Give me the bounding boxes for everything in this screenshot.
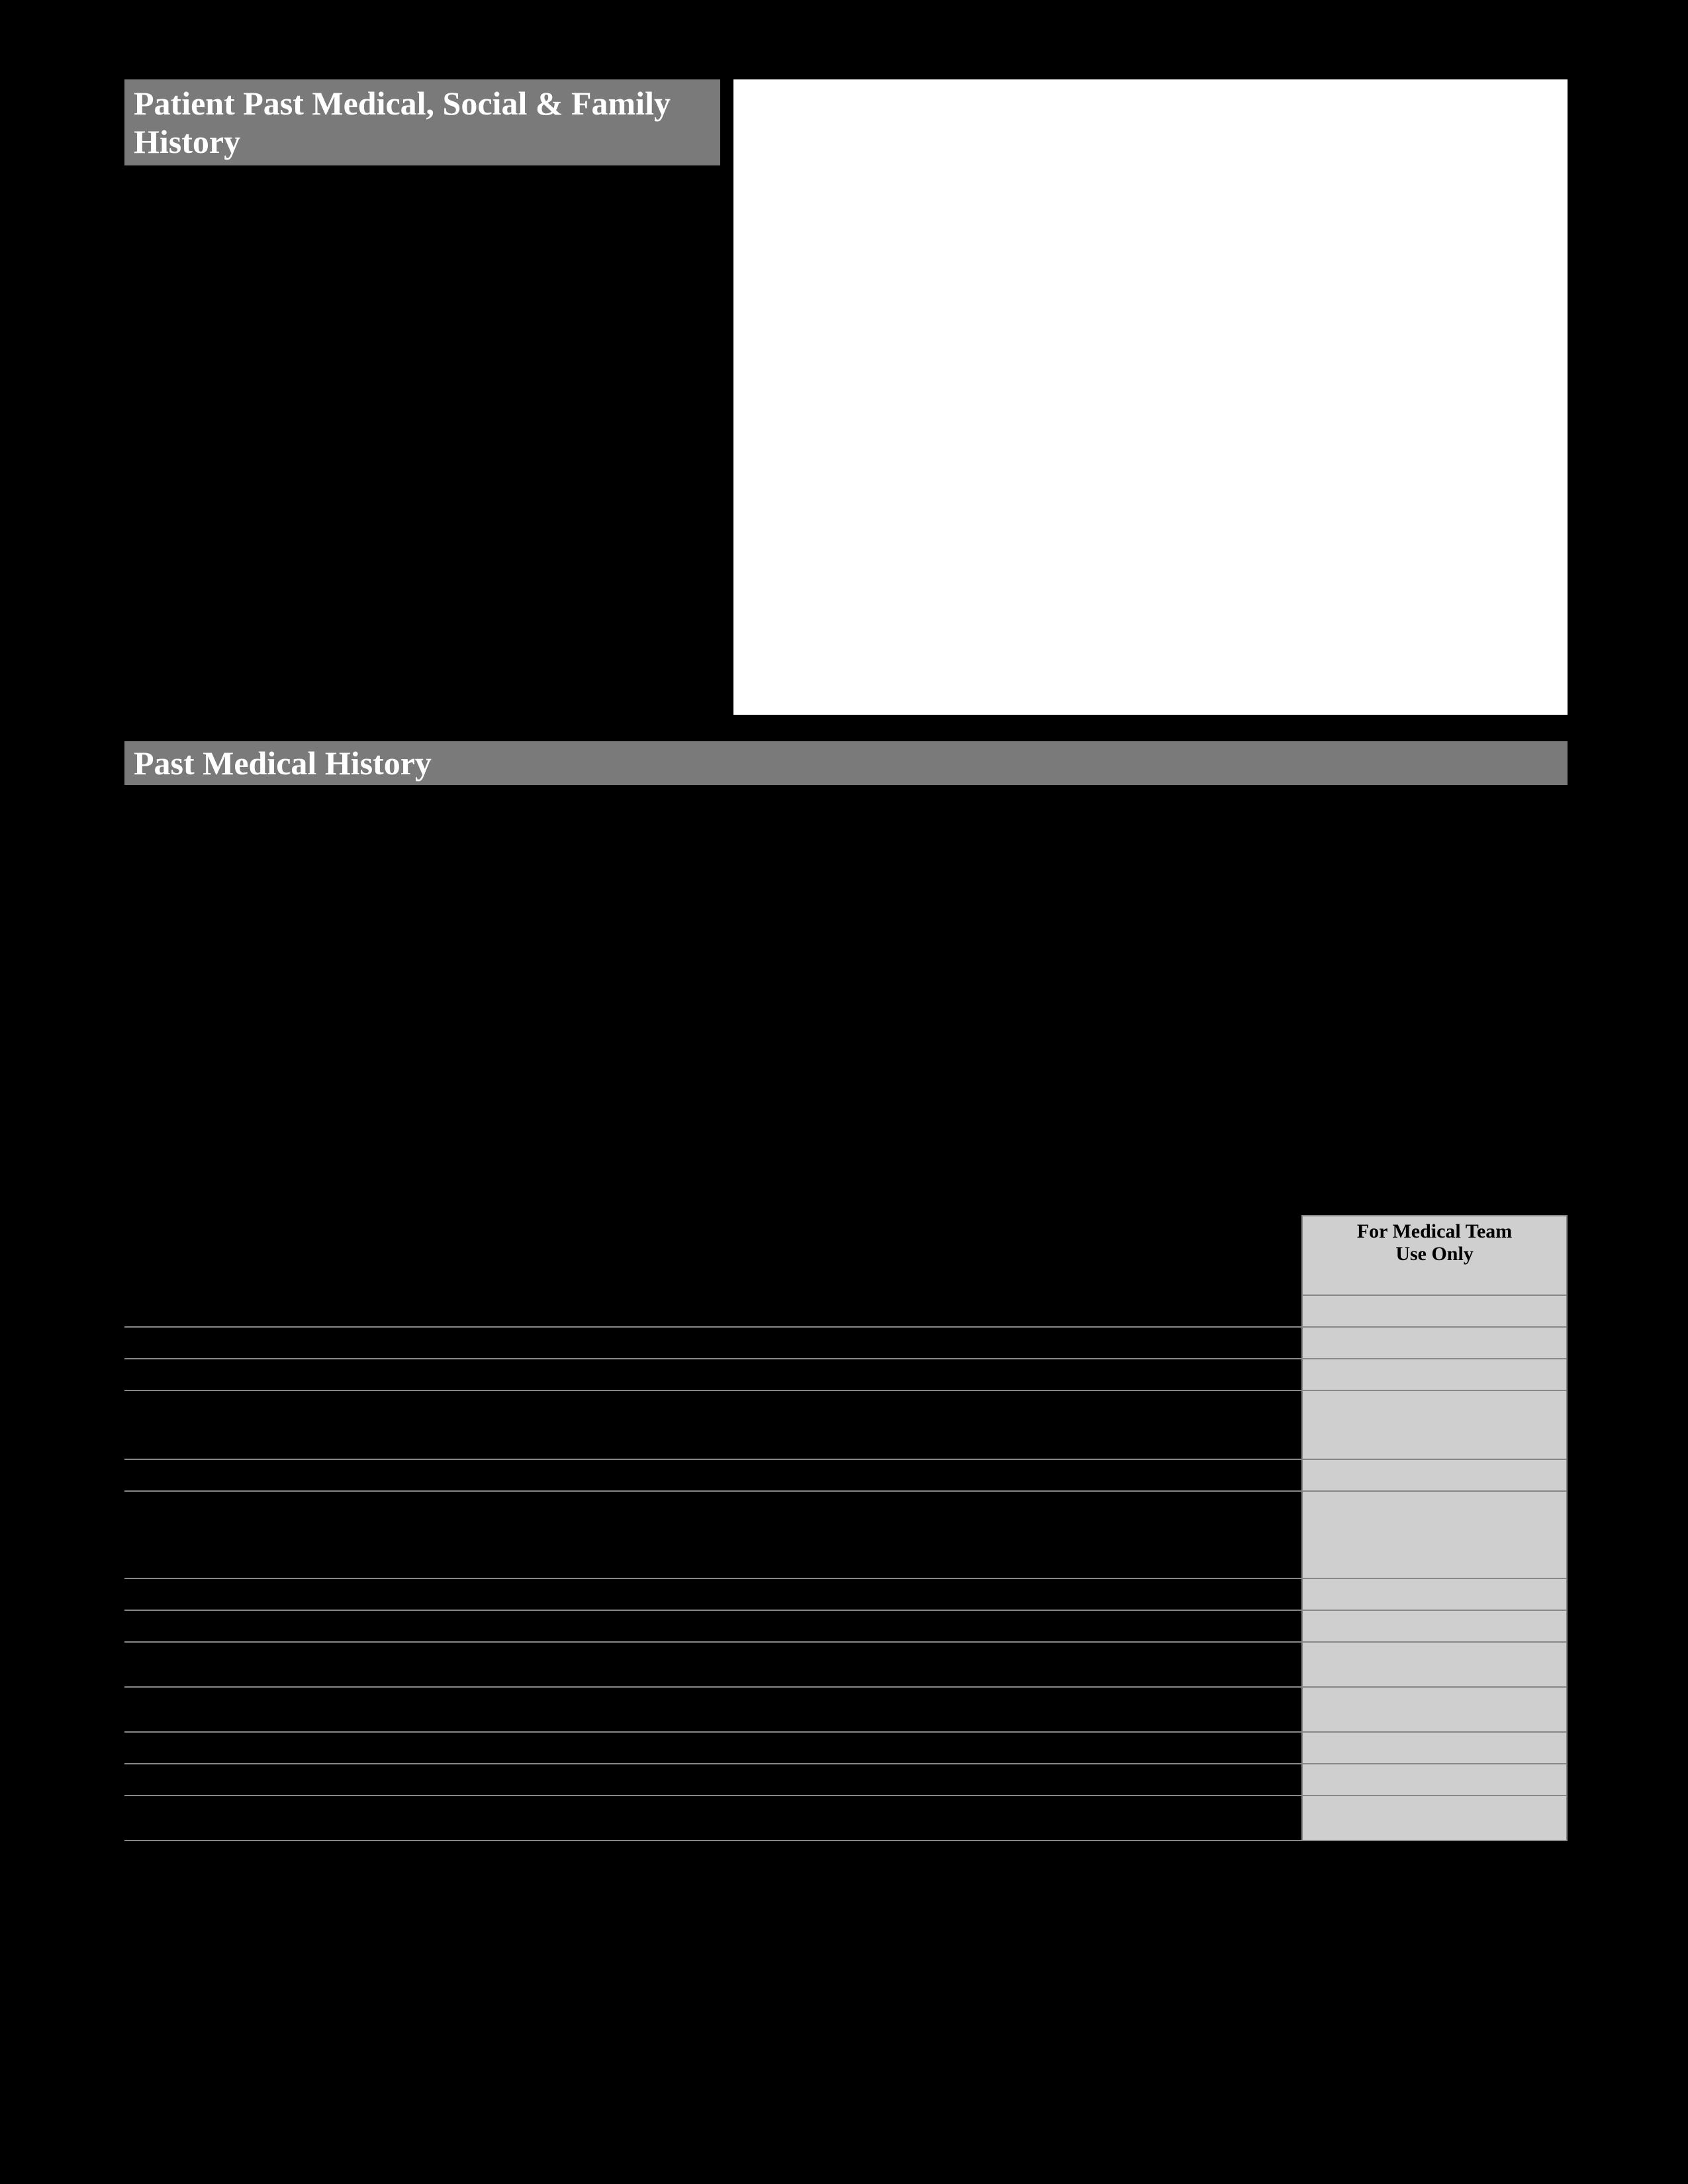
right-header-line1: For Medical Team xyxy=(1303,1220,1566,1243)
info-panel xyxy=(733,79,1568,715)
table-cell-left[interactable] xyxy=(124,1491,1302,1578)
table-cell-right[interactable] xyxy=(1302,1327,1567,1359)
table-cell-right[interactable] xyxy=(1302,1459,1567,1491)
table-cell-right[interactable] xyxy=(1302,1642,1567,1687)
table-cell-right[interactable] xyxy=(1302,1390,1567,1459)
table-cell-left[interactable] xyxy=(124,1687,1302,1732)
table-cell-left[interactable] xyxy=(124,1459,1302,1491)
page-content: Patient Past Medical, Social & Family Hi… xyxy=(124,79,1568,1841)
table-row xyxy=(124,1642,1567,1687)
table-cell-right[interactable] xyxy=(1302,1295,1567,1327)
right-header-line2: Use Only xyxy=(1303,1243,1566,1265)
table-row xyxy=(124,1459,1567,1491)
table-cell-left[interactable] xyxy=(124,1642,1302,1687)
table-cell-right[interactable] xyxy=(1302,1796,1567,1841)
top-row: Patient Past Medical, Social & Family Hi… xyxy=(124,79,1568,715)
table-row xyxy=(124,1687,1567,1732)
table-row xyxy=(124,1610,1567,1642)
table-row xyxy=(124,1359,1567,1390)
table-cell-left[interactable] xyxy=(124,1764,1302,1796)
table-cell-right[interactable] xyxy=(1302,1732,1567,1764)
history-table-wrapper: For Medical Team Use Only xyxy=(124,1215,1568,1841)
table-row xyxy=(124,1796,1567,1841)
table-cell-left[interactable] xyxy=(124,1390,1302,1459)
table-row xyxy=(124,1732,1567,1764)
table-header-right: For Medical Team Use Only xyxy=(1302,1216,1567,1295)
table-row xyxy=(124,1295,1567,1327)
table-cell-right[interactable] xyxy=(1302,1491,1567,1578)
table-cell-right[interactable] xyxy=(1302,1359,1567,1390)
table-header-left xyxy=(124,1216,1302,1295)
table-cell-left[interactable] xyxy=(124,1327,1302,1359)
table-row xyxy=(124,1491,1567,1578)
table-cell-right[interactable] xyxy=(1302,1578,1567,1610)
table-cell-left[interactable] xyxy=(124,1796,1302,1841)
table-cell-left[interactable] xyxy=(124,1295,1302,1327)
table-row xyxy=(124,1764,1567,1796)
table-header-row: For Medical Team Use Only xyxy=(124,1216,1567,1295)
table-cell-right[interactable] xyxy=(1302,1687,1567,1732)
document-title: Patient Past Medical, Social & Family Hi… xyxy=(124,79,720,165)
table-cell-left[interactable] xyxy=(124,1732,1302,1764)
history-table: For Medical Team Use Only xyxy=(124,1215,1568,1841)
table-row xyxy=(124,1578,1567,1610)
table-cell-right[interactable] xyxy=(1302,1610,1567,1642)
table-row xyxy=(124,1390,1567,1459)
table-row xyxy=(124,1327,1567,1359)
table-cell-right[interactable] xyxy=(1302,1764,1567,1796)
table-cell-left[interactable] xyxy=(124,1610,1302,1642)
table-cell-left[interactable] xyxy=(124,1578,1302,1610)
table-cell-left[interactable] xyxy=(124,1359,1302,1390)
section-past-medical-history: Past Medical History xyxy=(124,741,1568,785)
